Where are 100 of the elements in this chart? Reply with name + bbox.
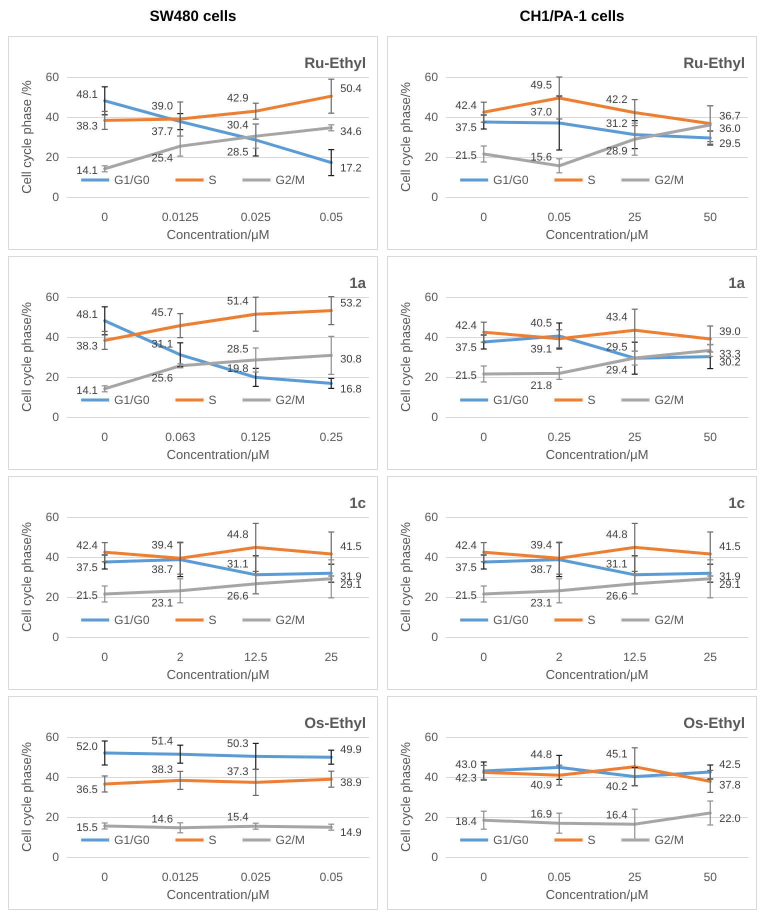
- data-label: 44.8: [606, 528, 628, 541]
- data-label: 42.4: [455, 320, 477, 332]
- chart-title: 1c: [728, 495, 746, 512]
- data-label: 31.1: [227, 558, 248, 570]
- legend-label: G1/G0: [493, 393, 529, 407]
- legend-label: G1/G0: [493, 613, 529, 627]
- x-tick-label: 0: [101, 650, 108, 664]
- y-tick-label: 0: [52, 410, 60, 424]
- data-label: 40.2: [606, 781, 628, 794]
- y-tick-label: 20: [46, 810, 60, 824]
- y-axis-title: Cell cycle phase/%: [398, 742, 413, 852]
- data-label: 21.5: [455, 150, 477, 162]
- x-tick-label: 50: [704, 430, 718, 444]
- y-tick-label: 60: [424, 730, 438, 744]
- data-label: 51.4: [152, 736, 173, 748]
- data-label: 41.5: [340, 541, 362, 553]
- data-label: 38.3: [152, 764, 173, 776]
- x-tick-label: 0.0125: [162, 870, 199, 884]
- data-label: 22.0: [719, 813, 741, 825]
- legend-label: G1/G0: [493, 833, 529, 847]
- data-label: 38.7: [152, 564, 173, 576]
- y-axis-title: Cell cycle phase/%: [398, 82, 413, 192]
- x-tick-label: 0: [480, 210, 488, 224]
- legend-label: G2/M: [654, 393, 684, 407]
- data-label: 52.0: [76, 741, 98, 753]
- data-label: 30.2: [719, 356, 741, 369]
- data-label: 42.3: [455, 772, 477, 784]
- data-label: 44.8: [530, 748, 552, 761]
- text: CH1/PA-1 cells: [520, 8, 624, 25]
- y-tick-label: 60: [46, 70, 60, 84]
- y-tick-label: 40: [46, 110, 60, 124]
- x-tick-label: 12.5: [623, 650, 647, 664]
- data-label: 28.5: [227, 146, 248, 158]
- data-label: 37.5: [455, 562, 477, 574]
- legend-label: S: [208, 173, 217, 187]
- x-tick-label: 0.0125: [162, 210, 199, 224]
- legend-label: G1/G0: [114, 393, 150, 407]
- y-tick-label: 60: [424, 70, 438, 84]
- x-tick-label: 0.25: [320, 430, 344, 444]
- x-tick-label: 0.063: [165, 430, 196, 444]
- x-tick-label: 0.05: [548, 210, 572, 224]
- x-tick-label: 50: [704, 210, 718, 224]
- legend-label: S: [208, 833, 217, 847]
- data-label: 50.4: [340, 83, 362, 96]
- data-label: 37.3: [227, 766, 248, 778]
- data-label: 48.1: [76, 88, 98, 101]
- x-tick-label: 50: [704, 870, 718, 884]
- y-tick-label: 0: [431, 850, 438, 864]
- data-label: 16.4: [606, 810, 628, 822]
- y-tick-label: 0: [431, 630, 438, 644]
- data-label: 37.5: [455, 342, 477, 354]
- data-label: 15.5: [76, 822, 98, 834]
- data-label: 14.1: [76, 384, 98, 397]
- legend-label: G2/M: [276, 173, 305, 187]
- data-label: 29.5: [606, 342, 628, 354]
- data-label: 39.0: [719, 326, 741, 338]
- y-tick-label: 0: [52, 190, 60, 204]
- legend-label: S: [208, 613, 217, 627]
- data-label: 39.0: [152, 100, 173, 112]
- y-tick-label: 60: [46, 510, 60, 524]
- x-axis-title: Concentration/μM: [166, 226, 270, 242]
- x-axis-title: Concentration/μM: [166, 446, 270, 462]
- data-label: 37.5: [76, 562, 98, 574]
- data-label: 15.6: [530, 151, 552, 164]
- data-label: 40.9: [530, 780, 552, 792]
- data-label: 43.4: [606, 312, 628, 324]
- x-axis-title: Concentration/μM: [546, 666, 648, 682]
- data-label: 36.7: [719, 110, 741, 123]
- data-label: 37.7: [152, 126, 173, 138]
- y-axis-title: Cell cycle phase/%: [398, 302, 413, 412]
- y-tick-label: 20: [424, 150, 438, 164]
- x-tick-label: 0.05: [548, 870, 572, 884]
- data-label: 38.9: [340, 777, 362, 790]
- legend-label: S: [588, 393, 596, 407]
- legend-label: G1/G0: [114, 173, 150, 187]
- y-axis-title: Cell cycle phase /%: [19, 80, 34, 194]
- chart-title: Ru-Ethyl: [683, 55, 746, 72]
- data-label: 37.5: [455, 122, 477, 134]
- data-label: 29.5: [719, 138, 741, 150]
- data-label: 16.8: [340, 383, 362, 396]
- data-label: 26.6: [606, 590, 628, 602]
- x-tick-label: 0.05: [320, 870, 344, 884]
- data-label: 21.5: [455, 590, 477, 602]
- data-label: 42.4: [455, 100, 477, 112]
- x-tick-label: 0: [101, 870, 108, 884]
- legend-label: G2/M: [276, 833, 305, 847]
- data-label: 44.8: [227, 528, 248, 541]
- chart-title: Os-Ethyl: [304, 715, 366, 732]
- data-label: 25.6: [152, 372, 173, 384]
- text: SW480 cells: [150, 8, 236, 25]
- y-tick-label: 40: [424, 550, 438, 564]
- y-tick-label: 40: [46, 330, 60, 344]
- data-label: 38.3: [76, 120, 98, 132]
- data-label: 37.8: [719, 779, 741, 792]
- legend-label: S: [208, 393, 217, 407]
- x-axis-title: Concentration/μM: [166, 666, 270, 682]
- data-label: 45.7: [152, 307, 173, 320]
- chart-title: 1a: [349, 275, 367, 292]
- legend-label: G2/M: [654, 613, 684, 627]
- y-tick-label: 40: [424, 770, 438, 784]
